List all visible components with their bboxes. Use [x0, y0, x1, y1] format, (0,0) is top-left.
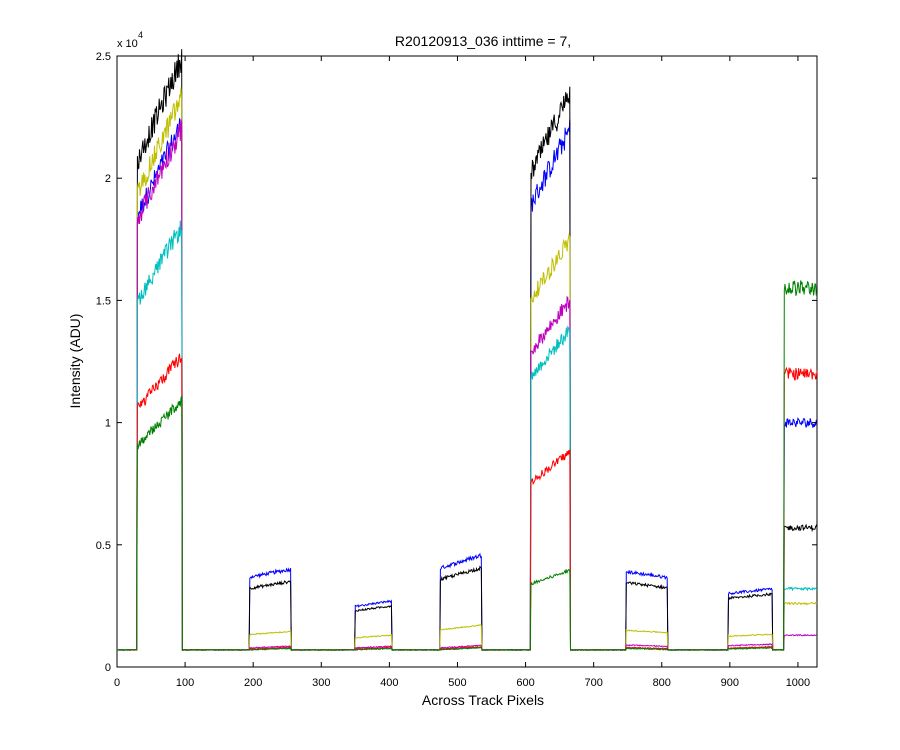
y-tick-label: 0	[105, 662, 111, 674]
x-tick-label: 400	[380, 677, 398, 689]
chart-title: R20120913_036 inttime = 7,	[395, 33, 571, 49]
series-layer	[116, 49, 818, 652]
x-tick-label: 700	[584, 677, 602, 689]
x-tick-label: 300	[312, 677, 330, 689]
y-tick-label: 1.5	[96, 295, 111, 307]
x-axis-label: Across Track Pixels	[422, 692, 544, 708]
y-exponent-power: 4	[138, 30, 143, 40]
y-axis-label: Intensity (ADU)	[67, 314, 83, 409]
x-tick-label: 500	[448, 677, 466, 689]
plot-area	[116, 55, 818, 668]
tick-layer: 0 100 200 300 400 500 600 700 800 900 1000 0 0.5 1 1.5…	[96, 51, 817, 689]
x-tick-label: 200	[244, 677, 262, 689]
x-tick-label: 600	[516, 677, 534, 689]
y-exponent-base: x 10	[117, 38, 138, 50]
x-tick-label: 0	[114, 677, 120, 689]
x-tick-label: 1000	[786, 677, 810, 689]
x-tick-label: 800	[653, 677, 671, 689]
y-tick-label: 2	[105, 173, 111, 185]
y-tick-label: 1	[105, 418, 111, 430]
x-tick-label: 100	[176, 677, 194, 689]
y-tick-label: 0.5	[96, 540, 111, 552]
x-tick-label: 900	[721, 677, 739, 689]
y-tick-label: 2.5	[96, 51, 111, 63]
series-line-6	[116, 280, 818, 652]
